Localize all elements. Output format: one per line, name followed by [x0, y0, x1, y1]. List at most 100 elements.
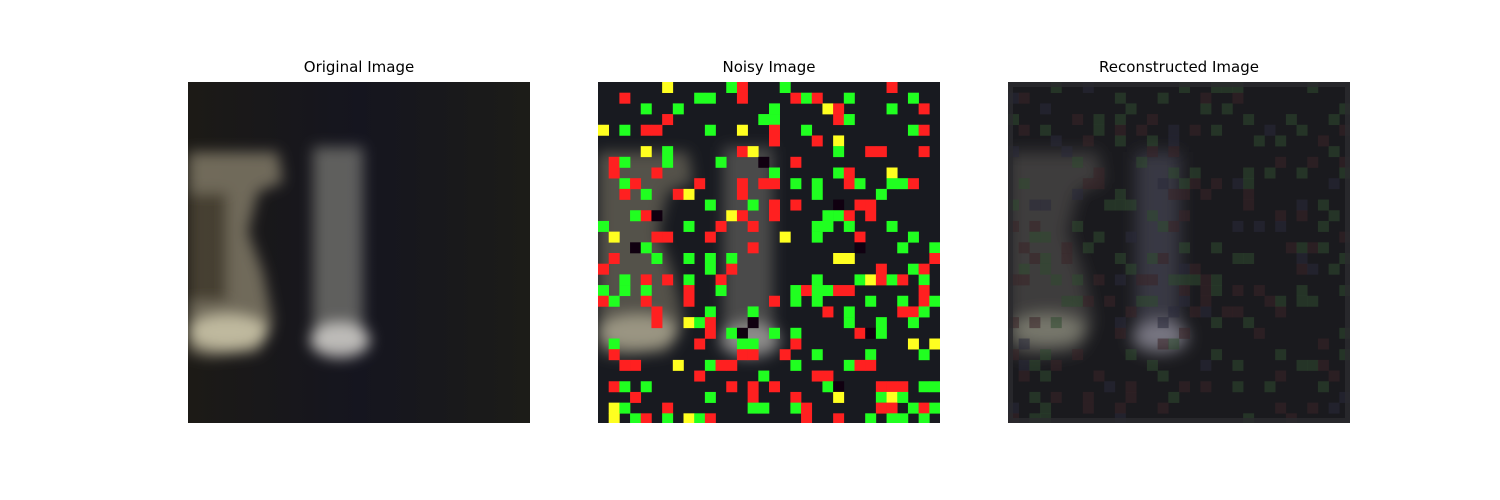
residual-pixel: [1317, 381, 1329, 393]
noise-pixel: [683, 188, 695, 200]
noise-pixel: [769, 327, 780, 339]
noise-pixel: [662, 146, 674, 158]
residual-pixel: [1168, 188, 1180, 200]
noise-pixel: [683, 413, 695, 423]
noise-pixel: [811, 92, 823, 104]
residual-pixel: [1168, 220, 1180, 232]
residual-pixel: [1200, 306, 1212, 318]
noise-pixel: [747, 317, 759, 329]
residual-pixel: [1029, 231, 1041, 243]
residual-pixel: [1328, 263, 1340, 275]
noise-pixel: [662, 274, 674, 286]
noise-pixel: [875, 317, 887, 329]
residual-pixel: [1243, 317, 1255, 329]
residual-pixel: [1232, 381, 1244, 393]
noise-pixel: [704, 124, 716, 136]
residual-pixel: [1317, 199, 1329, 211]
noise-pixel: [886, 381, 898, 393]
original-image-title: Original Image: [303, 58, 415, 76]
noise-pixel: [843, 253, 855, 264]
noise-pixel: [608, 253, 620, 264]
residual-pixel: [1232, 306, 1244, 318]
residual-pixel: [1157, 178, 1169, 190]
noise-pixel: [619, 124, 631, 136]
noise-pixel: [790, 327, 802, 339]
residual-pixel: [1275, 135, 1287, 147]
noise-pixel: [907, 317, 919, 329]
residual-pixel: [1018, 178, 1030, 190]
residual-pixel: [1029, 317, 1041, 329]
residual-pixel: [1008, 92, 1019, 104]
noise-pixel: [897, 391, 909, 403]
noise-pixel: [833, 391, 845, 403]
noise-pixel: [683, 274, 695, 286]
noise-pixel: [811, 295, 823, 307]
noise-pixel: [843, 92, 855, 104]
residual-pixel: [1264, 124, 1276, 136]
residual-pixel: [1296, 285, 1308, 297]
residual-pixel: [1339, 231, 1350, 243]
noise-pixel: [694, 178, 706, 190]
noise-pixel: [822, 370, 834, 382]
residual-pixel: [1317, 338, 1329, 350]
noise-pixel: [704, 327, 716, 339]
residual-pixel: [1339, 253, 1350, 264]
noise-pixel: [886, 103, 898, 115]
noise-pixel: [854, 242, 866, 254]
noise-pixel: [651, 253, 663, 264]
residual-pixel: [1040, 349, 1052, 361]
residual-pixel: [1243, 199, 1255, 211]
residual-pixel: [1104, 199, 1116, 211]
residual-pixel: [1264, 295, 1276, 307]
residual-pixel: [1008, 349, 1019, 361]
noise-pixel: [736, 338, 748, 350]
residual-pixel: [1082, 391, 1094, 403]
noise-pixel: [769, 210, 780, 222]
noise-pixel: [843, 220, 855, 232]
noise-pixel: [715, 274, 727, 286]
noise-pixel: [854, 199, 866, 211]
residual-pixel: [1093, 124, 1105, 136]
residual-pixel: [1050, 82, 1062, 93]
noise-pixel: [907, 306, 919, 318]
noise-pixel: [598, 263, 609, 275]
noise-pixel: [875, 402, 887, 414]
residual-pixel: [1008, 402, 1019, 414]
residual-pixel: [1179, 263, 1190, 275]
noise-pixel: [608, 156, 620, 168]
noise-pixel: [608, 295, 620, 307]
residual-pixel: [1114, 253, 1126, 264]
residual-pixel: [1200, 92, 1212, 104]
residual-pixel: [1136, 156, 1148, 168]
noise-pixel: [822, 306, 834, 318]
residual-pixel: [1296, 242, 1308, 254]
noise-pixel: [897, 306, 909, 318]
residual-pixel: [1125, 199, 1137, 211]
residual-pixel: [1339, 167, 1350, 179]
noise-pixel: [907, 402, 919, 414]
residual-pixel: [1008, 274, 1019, 286]
residual-pixel: [1243, 188, 1255, 200]
residual-pixel: [1146, 295, 1158, 307]
noise-pixel: [769, 124, 780, 136]
residual-pixel: [1179, 242, 1190, 254]
noise-pixel: [918, 413, 930, 423]
residual-pixel: [1285, 114, 1297, 126]
residual-pixel: [1200, 285, 1212, 297]
noise-pixel: [704, 359, 716, 371]
residual-pixel: [1029, 199, 1041, 211]
residual-pixel: [1253, 285, 1265, 297]
noise-pixel: [715, 359, 727, 371]
noise-pixel: [929, 253, 940, 264]
noise-pixel: [694, 338, 706, 350]
residual-pixel: [1179, 210, 1190, 222]
residual-pixel: [1146, 135, 1158, 147]
residual-pixel: [1243, 167, 1255, 179]
residual-pixel: [1200, 274, 1212, 286]
noise-pixel: [619, 178, 631, 190]
residual-pixel: [1050, 274, 1062, 286]
residual-noise-pixels: [1008, 82, 1350, 423]
noise-pixel: [630, 359, 642, 371]
residual-pixel: [1082, 178, 1094, 190]
noise-pixel: [640, 188, 652, 200]
